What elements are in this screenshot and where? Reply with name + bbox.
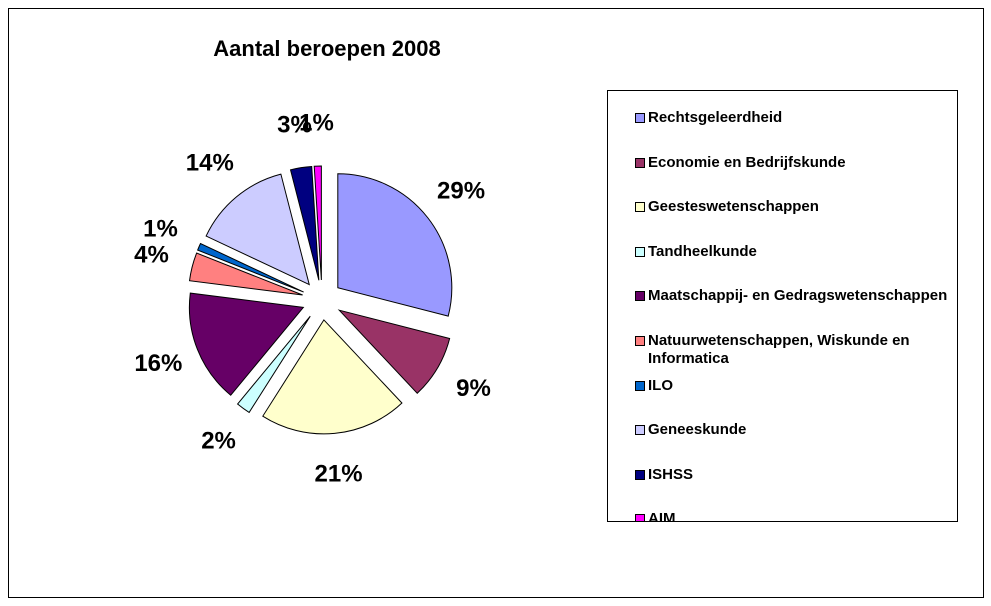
legend-swatch: [635, 202, 645, 213]
data-label: 1%: [299, 109, 334, 136]
legend-swatch: [635, 113, 645, 123]
data-label: 2%: [201, 428, 236, 455]
legend-label: Tandheelkunde: [648, 242, 757, 260]
data-label: 14%: [186, 150, 234, 177]
pie-slice: [313, 165, 322, 281]
legend-label: Rechtsgeleerdheid: [648, 109, 783, 126]
legend-label: Geesteswetenschappen: [648, 198, 819, 216]
legend-swatch: [635, 336, 645, 346]
legend-label: Natuurwetenschappen, Wiskunde en Informa…: [648, 332, 910, 367]
legend-item: Rechtsgeleerdheid: [635, 109, 948, 127]
pie-slice: [289, 165, 320, 281]
data-label: 21%: [315, 461, 363, 488]
legend-swatch: [635, 514, 645, 521]
data-label: 16%: [134, 350, 182, 377]
pie-slice: [188, 292, 305, 396]
legend-swatch: [635, 157, 645, 168]
chart-title: Aantal beroepen 2008: [213, 36, 440, 61]
pie-slice: [205, 173, 311, 286]
legend-label: ILO: [648, 376, 673, 394]
legend-item: Maatschappij- en Gedragswetenschappen: [635, 287, 948, 305]
legend-item: Natuurwetenschappen, Wiskunde en Informa…: [635, 332, 948, 368]
data-label: 9%: [456, 375, 491, 402]
pie-slice: [188, 252, 303, 296]
legend-swatch: [635, 469, 645, 480]
legend-label: Geneeskunde: [648, 421, 747, 439]
legend-swatch: [635, 380, 645, 391]
pie-slice: [337, 173, 453, 317]
legend-item: Economie en Bedrijfskunde: [635, 153, 948, 172]
legend-item: ISHSS: [635, 465, 948, 484]
pie-slice: [197, 242, 304, 293]
pie-slice: [337, 309, 451, 394]
legend-label: AIM: [648, 510, 676, 522]
data-label: 29%: [437, 177, 485, 204]
legend-swatch: [635, 291, 645, 302]
legend-label: ISHSS: [648, 465, 694, 483]
legend-item: Tandheelkunde: [635, 242, 948, 261]
legend-item: Geesteswetenschappen: [635, 198, 948, 216]
legend-swatch: [635, 246, 645, 257]
legend-swatch: [635, 425, 645, 436]
legend-item: Geneeskunde: [635, 421, 948, 439]
legend-label: Economie en Bedrijfskunde: [648, 153, 846, 171]
legend-item: AIM: [635, 510, 948, 522]
legend: Rechtsgeleerdheid Economie en Bedrijfskun…: [607, 90, 958, 522]
pie-slice: [236, 315, 311, 414]
data-label: 1%: [143, 215, 178, 242]
legend-label: Maatschappij- en Gedragswetenschappen: [648, 287, 948, 305]
pie-slice: [262, 319, 403, 435]
data-label: 3%: [277, 112, 312, 139]
data-label: 4%: [134, 242, 169, 269]
legend-item: ILO: [635, 376, 948, 395]
